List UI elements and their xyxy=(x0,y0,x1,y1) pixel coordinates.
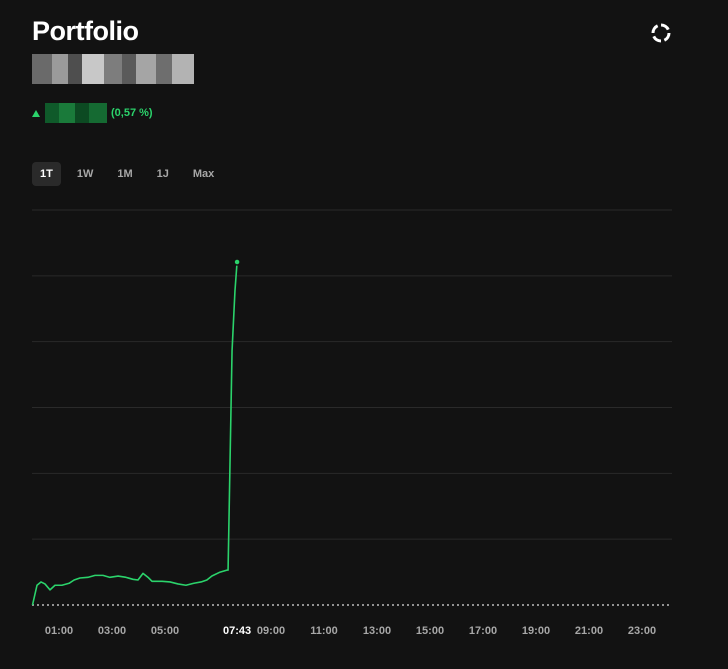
x-tick-label: 05:00 xyxy=(151,625,179,637)
x-tick-label: 17:00 xyxy=(469,625,497,637)
x-tick-label: 23:00 xyxy=(628,625,656,637)
x-tick-label: 19:00 xyxy=(522,625,550,637)
cursor-label: 07:43 xyxy=(223,625,251,637)
end-point xyxy=(233,258,241,266)
price-line xyxy=(31,261,238,606)
up-arrow xyxy=(32,109,40,117)
x-tick-label: 01:00 xyxy=(45,625,73,637)
cursor-label-bg xyxy=(219,623,256,639)
x-tick-label: 21:00 xyxy=(575,625,603,637)
range-button[interactable]: 1W xyxy=(69,162,102,186)
range-button[interactable]: Max xyxy=(185,162,222,186)
chart: 01:00 03:00 05:00 09:00 11:00 13:00 15:00 17:00… xyxy=(31,209,672,639)
x-tick-label: 09:00 xyxy=(257,625,285,637)
x-tick-label: 13:00 xyxy=(363,625,391,637)
change-percent: (0,57 %) xyxy=(111,107,153,119)
refresh-icon[interactable] xyxy=(650,22,672,44)
range-button[interactable]: 1J xyxy=(149,162,177,186)
page-title: Portfolio xyxy=(32,16,139,46)
range-selector: 1T 1W 1M 1J Max xyxy=(32,162,222,186)
range-button[interactable]: 1T xyxy=(32,162,61,186)
range-button[interactable]: 1M xyxy=(109,162,140,186)
blurred-change xyxy=(45,103,107,123)
blurred-balance xyxy=(32,54,194,84)
x-tick-label: 15:00 xyxy=(416,625,444,637)
x-tick-label: 03:00 xyxy=(98,625,126,637)
daily-change: (0,57 %) xyxy=(32,103,153,123)
x-tick-label: 11:00 xyxy=(310,625,338,637)
